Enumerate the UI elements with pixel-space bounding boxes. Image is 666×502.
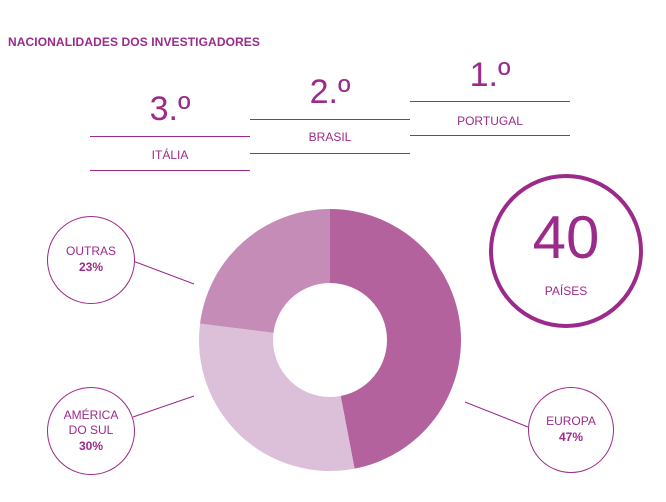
outras-percent: 23%: [78, 260, 104, 274]
rank-3-top-line: [90, 136, 250, 137]
rank-1-position: 1.º: [469, 56, 511, 94]
outras-label: OUTRAS: [65, 244, 116, 259]
america-do-sul-callout: AMÉRICA DO SUL 30%: [47, 387, 135, 475]
countries-label: PAÍSES: [544, 284, 588, 298]
europa-percent: 47%: [558, 430, 584, 444]
america-connector-line: [132, 395, 195, 418]
countries-count-badge: 40 PAÍSES: [489, 174, 643, 328]
rank-1-top-line: [410, 101, 570, 102]
donut-hole: [273, 283, 387, 397]
rank-1-bottom-line: [410, 135, 570, 136]
rank-3-country: ITÁLIA: [151, 148, 189, 162]
america-percent: 30%: [78, 438, 104, 453]
europa-slice: [330, 209, 462, 469]
europa-callout: EUROPA 47%: [528, 387, 614, 473]
europa-label: EUROPA: [546, 414, 596, 429]
outras-callout: OUTRAS 23%: [47, 216, 135, 304]
rank-2-country: BRASIL: [308, 130, 352, 144]
europa-connector-line: [464, 401, 529, 428]
rank-2-position: 2.º: [309, 73, 351, 111]
outras-connector-line: [132, 260, 195, 285]
rank-1-country: PORTUGAL: [457, 114, 523, 128]
rank-2-bottom-line: [250, 153, 410, 154]
america-label-line1: AMÉRICA: [63, 407, 119, 422]
america-label-line2: DO SUL: [68, 423, 114, 438]
rank-3-position: 3.º: [149, 90, 191, 128]
countries-count: 40: [532, 204, 600, 271]
rank-2-top-line: [250, 119, 410, 120]
chart-title: NACIONALIDADES DOS INVESTIGADORES: [8, 35, 260, 49]
rank-3-bottom-line: [90, 170, 250, 171]
